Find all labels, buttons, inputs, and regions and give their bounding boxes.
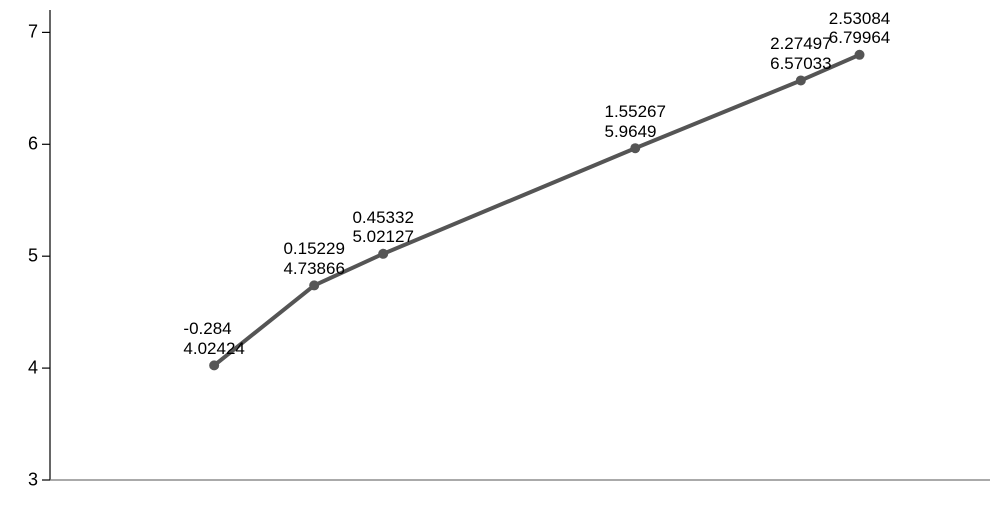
point-label-x: 2.53084	[829, 9, 890, 28]
data-point	[209, 360, 219, 370]
point-label: 0.152294.73866	[283, 239, 344, 278]
point-label: 2.530846.79964	[829, 9, 890, 48]
point-label: 0.453325.02127	[352, 208, 413, 247]
point-label-x: 2.27497	[770, 34, 831, 53]
y-tick-label: 7	[8, 22, 38, 43]
y-tick-label: 6	[8, 134, 38, 155]
point-label-x: 0.15229	[283, 239, 344, 258]
y-tick-label: 4	[8, 358, 38, 379]
point-label-y: 6.79964	[829, 28, 890, 47]
point-label-y: 4.02424	[183, 339, 244, 358]
data-point	[855, 50, 865, 60]
series-line	[214, 55, 859, 366]
point-label-x: 1.55267	[605, 102, 666, 121]
data-point	[630, 143, 640, 153]
point-label: 1.552675.9649	[605, 102, 666, 141]
data-point	[378, 249, 388, 259]
y-tick-label: 3	[8, 470, 38, 491]
y-tick-label: 5	[8, 246, 38, 267]
point-label-y: 5.02127	[352, 227, 413, 246]
data-point	[309, 280, 319, 290]
chart-svg	[0, 0, 1000, 510]
line-chart: 34567-0.2844.024240.152294.738660.453325…	[0, 0, 1000, 510]
point-label-y: 4.73866	[283, 259, 344, 278]
point-label-y: 5.9649	[605, 122, 657, 141]
data-point	[796, 75, 806, 85]
point-label-x: 0.45332	[352, 208, 413, 227]
point-label: 2.274976.57033	[770, 34, 831, 73]
point-label: -0.2844.02424	[183, 319, 244, 358]
point-label-x: -0.284	[183, 319, 231, 338]
point-label-y: 6.57033	[770, 54, 831, 73]
